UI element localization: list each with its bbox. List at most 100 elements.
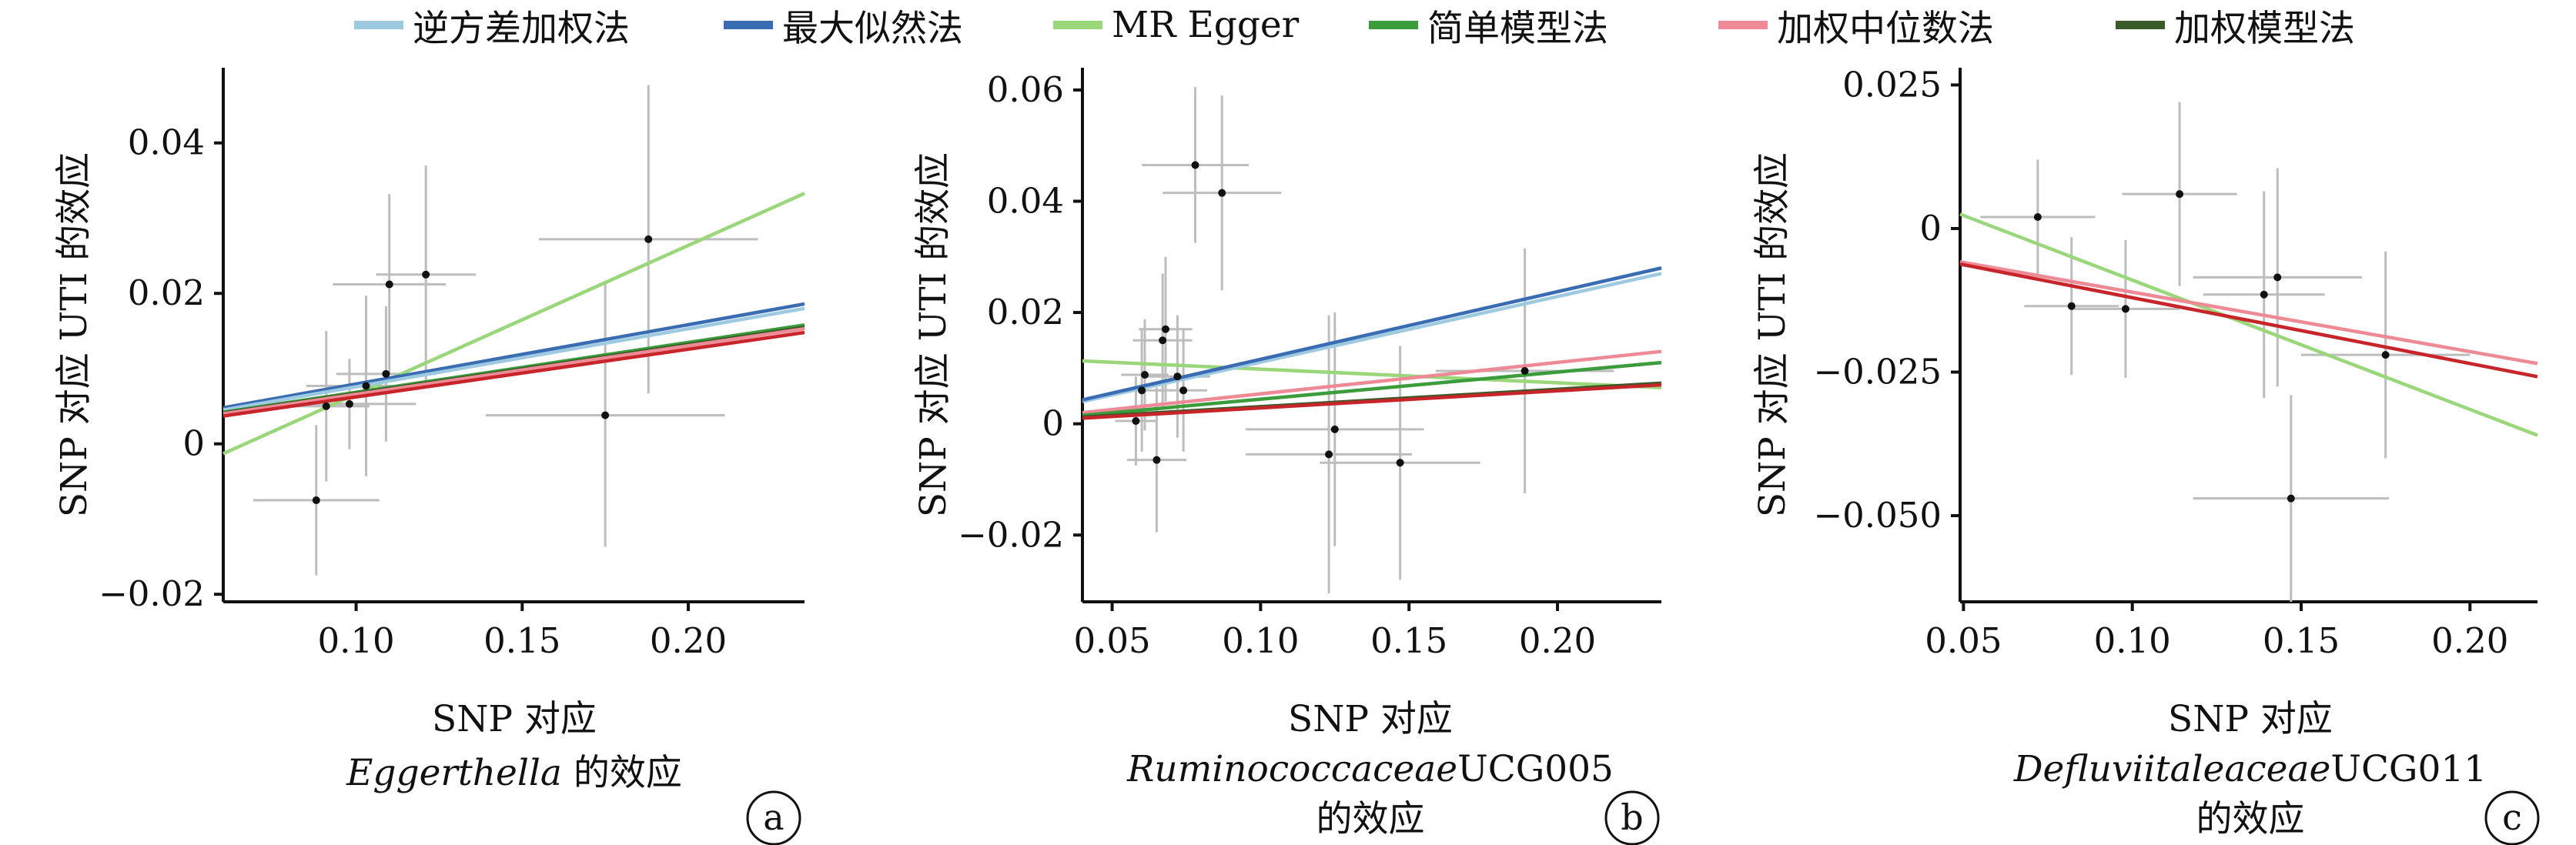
data-point	[422, 270, 430, 279]
legend-label-simple: 简单模型法	[1427, 7, 1608, 50]
x-tick-label: 0.20	[2431, 620, 2508, 661]
data-point	[1138, 386, 1146, 395]
data-point	[2176, 190, 2184, 199]
y-axis-title: SNP 对应 UTI 的效应	[1751, 152, 1794, 517]
x-axis-title-text: UCG011	[2330, 748, 2487, 790]
y-tick-label: 0.04	[987, 181, 1064, 222]
legend-item-egger: MR Egger	[1053, 3, 1299, 46]
x-axis-title-text: SNP 对应	[2168, 698, 2333, 740]
x-axis-title-text: SNP 对应	[432, 698, 597, 740]
regression-line-red	[222, 330, 805, 418]
x-tick-label: 0.15	[483, 620, 560, 661]
data-point	[2287, 494, 2295, 503]
x-tick-label: 0.15	[2263, 620, 2340, 661]
legend-label-ml: 最大似然法	[782, 7, 963, 50]
data-point	[601, 411, 610, 419]
panel-letter-circle	[1604, 790, 1660, 845]
legend-item-ml: 最大似然法	[724, 3, 963, 50]
data-point	[1140, 371, 1149, 379]
y-tick-label: 0.06	[987, 69, 1064, 110]
data-point	[2381, 351, 2390, 359]
regression-line-egger	[222, 192, 805, 456]
legend-swatch-ivw	[354, 20, 403, 29]
x-axis-title-line: SNP 对应	[432, 698, 597, 740]
chart-legend: 逆方差加权法 最大似然法 MR Egger 简单模型法 加权中位数法 加权模型法	[0, 0, 2576, 54]
panel-letter-circle	[2484, 790, 2540, 845]
data-point	[1179, 386, 1188, 395]
y-tick-label: 0	[1919, 208, 1942, 249]
x-tick-label: 0.05	[1073, 620, 1150, 661]
legend-item-wmedian: 加权中位数法	[1718, 3, 1994, 50]
x-axis-title-text: 的效应	[2196, 798, 2305, 840]
x-tick-label: 0.20	[650, 620, 727, 661]
data-point	[312, 496, 320, 505]
y-axis-title: SNP 对应 UTI 的效应	[912, 152, 955, 517]
panel-b: −0.02 0 0.02 0.04 0.06 0.05 0.10 0.15 0.20 SNP 对应…	[912, 68, 1662, 845]
regression-line-ivw	[222, 306, 805, 412]
legend-item-wmode: 加权模型法	[2116, 3, 2355, 50]
y-axis-title: SNP 对应 UTI 的效应	[53, 152, 95, 517]
legend-swatch-egger	[1053, 20, 1102, 29]
legend-label-wmode: 加权模型法	[2174, 7, 2355, 50]
legend-item-ivw: 逆方差加权法	[354, 3, 630, 50]
x-axis-title-taxon: Defluviitaleaceae	[2013, 748, 2330, 790]
x-axis-title-text: 的效应	[1316, 798, 1425, 840]
regression-line-wmedian	[222, 326, 805, 416]
panel-a: −0.02 0 0.02 0.04 0.10 0.15 0.20 SNP 对应 UTI 的效应…	[53, 68, 805, 845]
y-tick-label: 0	[1042, 403, 1064, 444]
x-axis-title-text: SNP 对应	[1288, 698, 1453, 740]
y-tick-label: 0.04	[128, 122, 205, 163]
legend-label-ivw: 逆方差加权法	[413, 7, 630, 50]
regression-line-wmedian	[1959, 260, 2538, 366]
x-tick-label: 0.15	[1370, 620, 1447, 661]
data-point	[1218, 189, 1226, 197]
regression-line-ivw	[1082, 272, 1662, 403]
regression-line-egger	[1082, 359, 1662, 389]
x-axis-title-line: SNP 对应	[2168, 698, 2333, 740]
data-point	[345, 399, 353, 408]
data-point	[1159, 336, 1167, 345]
y-tick-label: 0	[182, 423, 205, 464]
x-axis-title-taxon: Ruminococcaceae	[1126, 748, 1457, 790]
data-point	[1191, 161, 1199, 169]
legend-swatch-wmode	[2116, 20, 2165, 29]
panel-letter-circle	[746, 790, 801, 845]
x-tick-label: 0.10	[317, 620, 394, 661]
x-tick-label: 0.05	[1925, 620, 2002, 661]
panel-letter: a	[763, 797, 784, 838]
panel-letter: b	[1621, 797, 1643, 838]
data-point	[322, 402, 330, 410]
data-point	[2273, 273, 2282, 282]
regression-line-simple	[1082, 360, 1662, 418]
x-axis-title-text: 的效应	[562, 752, 682, 794]
x-axis-title-line: 的效应	[1316, 798, 1425, 840]
data-point	[1325, 450, 1333, 459]
x-axis-title-line: 的效应	[2196, 798, 2305, 840]
panel-letter: c	[2502, 797, 2522, 838]
regression-line-ml	[222, 302, 805, 410]
x-axis-title-line: DefluviitaleaceaeUCG011	[2013, 748, 2487, 790]
regression-line-red	[1082, 382, 1662, 420]
legend-swatch-wmedian	[1718, 20, 1768, 29]
data-point	[1396, 459, 1404, 467]
regression-line-egger	[1959, 212, 2538, 437]
x-axis-title-taxon: Eggerthella	[346, 752, 562, 794]
y-tick-label: −0.025	[1813, 352, 1942, 392]
data-point	[2033, 213, 2042, 222]
y-tick-label: 0.025	[1842, 64, 1942, 105]
regression-line-red	[1959, 262, 2538, 379]
data-point	[1521, 366, 1529, 375]
data-point	[1153, 456, 1161, 464]
regression-line-wmedian	[1082, 349, 1662, 415]
x-axis-title-text: UCG005	[1457, 748, 1614, 790]
x-tick-label: 0.10	[1222, 620, 1299, 661]
panel-c: −0.050 −0.025 0 0.025 0.05 0.10 0.15 0.20 SNP 对应…	[1751, 64, 2540, 845]
legend-swatch-simple	[1369, 20, 1418, 29]
data-point	[1161, 325, 1169, 333]
data-point	[385, 280, 393, 289]
data-point	[362, 382, 370, 390]
data-point	[2067, 302, 2076, 310]
legend-label-wmedian: 加权中位数法	[1777, 7, 1994, 50]
legend-item-simple: 简单模型法	[1369, 3, 1608, 50]
